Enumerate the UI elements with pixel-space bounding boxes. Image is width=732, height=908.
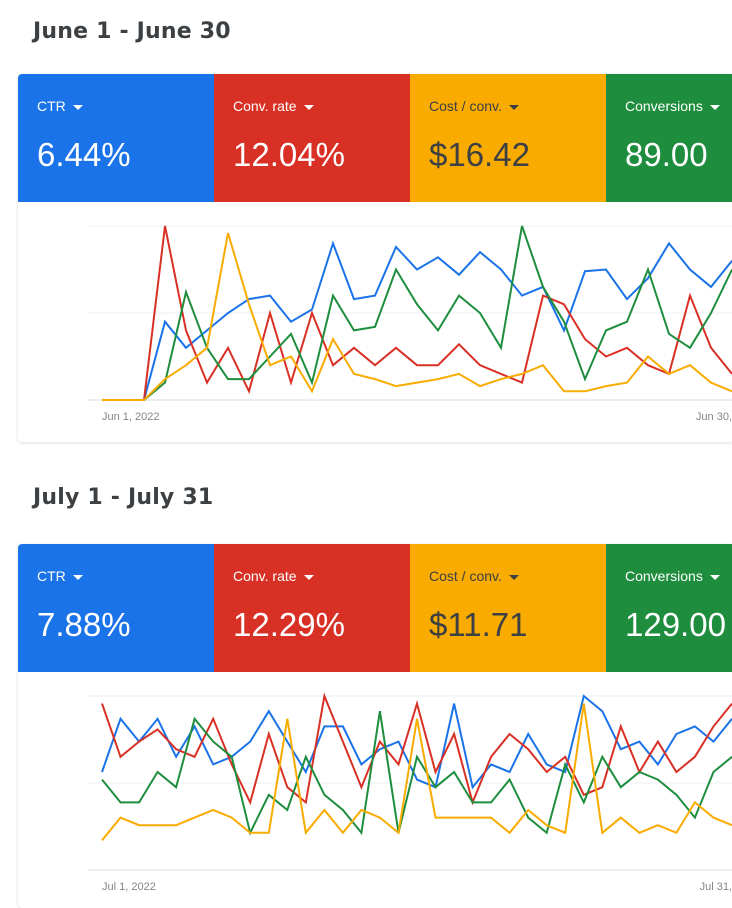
metric-tile-conversions[interactable]: Conversions 89.00 bbox=[606, 74, 732, 202]
metric-label: Conversions bbox=[625, 568, 703, 584]
line-chart-july: Jul 1, 2022 Jul 31, bbox=[18, 672, 732, 908]
section-title: July 1 - July 31 bbox=[33, 485, 214, 510]
summary-card: CTR 6.44% Conv. rate 12.04% Cost / conv.… bbox=[18, 74, 732, 442]
chart-svg: Jun 1, 2022 Jun 30, bbox=[88, 225, 732, 423]
summary-card: CTR 7.88% Conv. rate 12.29% Cost / conv.… bbox=[18, 544, 732, 908]
metric-label: Conv. rate bbox=[233, 98, 297, 114]
caret-down-icon bbox=[508, 104, 519, 110]
section-title: June 1 - June 30 bbox=[33, 19, 231, 44]
metric-tile-conversions[interactable]: Conversions 129.00 bbox=[606, 544, 732, 672]
metric-label: Cost / conv. bbox=[429, 568, 502, 584]
metric-value: 12.04% bbox=[233, 136, 345, 173]
metric-label: CTR bbox=[37, 568, 66, 584]
metric-value: $16.42 bbox=[429, 136, 530, 173]
series-line-3 bbox=[101, 703, 732, 842]
metric-label: Conv. rate bbox=[233, 568, 297, 584]
metric-value: 89.00 bbox=[625, 136, 708, 173]
series-line-3 bbox=[102, 232, 732, 401]
metric-value: 12.29% bbox=[233, 606, 345, 643]
line-chart-june: Jun 1, 2022 Jun 30, bbox=[18, 202, 732, 442]
caret-down-icon bbox=[508, 574, 519, 580]
metric-tiles: CTR 7.88% Conv. rate 12.29% Cost / conv.… bbox=[18, 544, 732, 672]
caret-down-icon bbox=[709, 104, 720, 110]
series-line-1 bbox=[101, 692, 732, 806]
metric-label: Cost / conv. bbox=[429, 98, 502, 114]
metric-value: 7.88% bbox=[37, 606, 131, 643]
metric-tile-ctr[interactable]: CTR 7.88% bbox=[18, 544, 214, 672]
metric-label: Conversions bbox=[625, 98, 703, 114]
series-line-0 bbox=[101, 694, 732, 790]
metric-tiles: CTR 6.44% Conv. rate 12.04% Cost / conv.… bbox=[18, 74, 732, 202]
metric-tile-ctr[interactable]: CTR 6.44% bbox=[18, 74, 214, 202]
metric-tile-cost-per-conv[interactable]: Cost / conv. $16.42 bbox=[410, 74, 606, 202]
metric-tile-conv-rate[interactable]: Conv. rate 12.29% bbox=[214, 544, 410, 672]
caret-down-icon bbox=[303, 574, 314, 580]
metric-tile-conv-rate[interactable]: Conv. rate 12.04% bbox=[214, 74, 410, 202]
caret-down-icon bbox=[303, 104, 314, 110]
x-tick-label-start: Jun 1, 2022 bbox=[102, 411, 160, 423]
caret-down-icon bbox=[709, 574, 720, 580]
series-line-0 bbox=[102, 240, 732, 401]
caret-down-icon bbox=[72, 574, 83, 580]
metric-value: 6.44% bbox=[37, 136, 131, 173]
x-tick-label-start: Jul 1, 2022 bbox=[102, 881, 156, 893]
metric-tile-cost-per-conv[interactable]: Cost / conv. $11.71 bbox=[410, 544, 606, 672]
chart-svg: Jul 1, 2022 Jul 31, bbox=[88, 692, 732, 893]
metric-value: $11.71 bbox=[429, 606, 528, 643]
caret-down-icon bbox=[72, 104, 83, 110]
x-tick-label-end: Jun 30, bbox=[696, 411, 732, 423]
metric-label: CTR bbox=[37, 98, 66, 114]
series-line-1 bbox=[102, 225, 732, 401]
metric-value: 129.00 bbox=[625, 606, 726, 643]
series-line-2 bbox=[101, 711, 732, 836]
x-tick-label-end: Jul 31, bbox=[700, 881, 732, 893]
